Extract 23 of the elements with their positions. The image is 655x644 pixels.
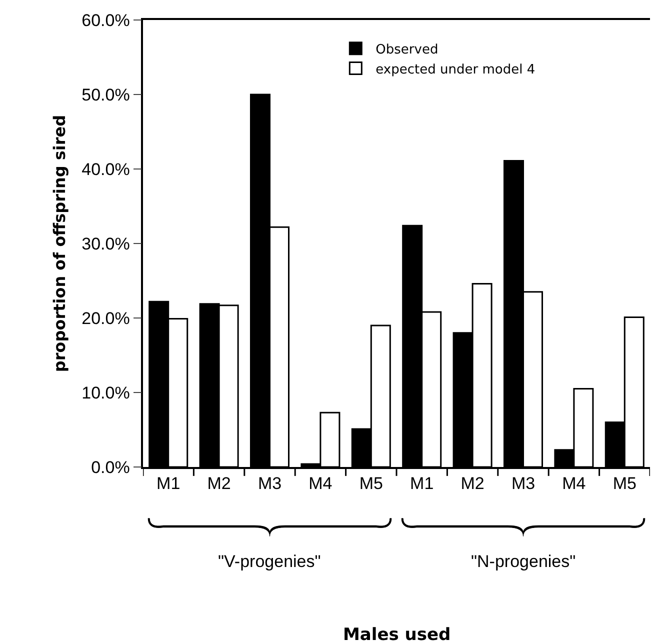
x-tick-label: M3 (258, 474, 282, 494)
y-tick-label: 40.0% (82, 160, 130, 179)
y-tick-label: 10.0% (82, 383, 130, 402)
y-axis-title: proportion of offspring sired (50, 114, 70, 372)
y-tick-label: 30.0% (82, 234, 130, 254)
x-tick-label: M1 (156, 474, 180, 494)
x-tick-label: M4 (562, 474, 586, 494)
text: "N-progenies" (471, 552, 576, 571)
y-tick-label: 0.0% (91, 458, 130, 477)
x-tick-label: M1 (410, 474, 434, 494)
x-tick-label: M5 (359, 474, 383, 494)
legend-label: expected under model 4 (376, 62, 536, 78)
text: "V-progenies" (218, 552, 321, 571)
x-tick-label: M2 (460, 474, 484, 494)
y-tick-label: 20.0% (82, 308, 130, 328)
y-tick-label: 50.0% (82, 85, 130, 104)
x-tick-label: M3 (511, 474, 536, 494)
legend-label: Observed (376, 42, 438, 58)
x-tick-label: M4 (308, 474, 332, 494)
x-tick-label: M5 (612, 474, 636, 494)
y-tick-label: 60.0% (82, 10, 130, 30)
text: Males used (343, 625, 451, 644)
x-tick-label: M2 (207, 474, 231, 494)
